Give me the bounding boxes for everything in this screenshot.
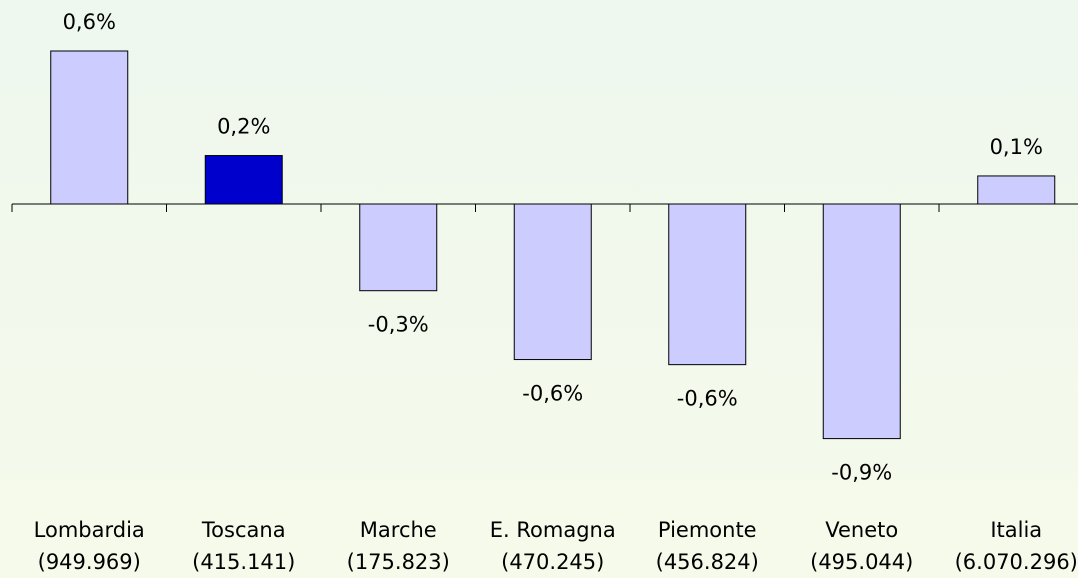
x-tick-label: (495.044)	[810, 550, 913, 574]
bar	[822, 203, 901, 440]
value-label: 0,2%	[217, 115, 270, 139]
bar	[668, 203, 747, 366]
value-label: -0,3%	[368, 313, 429, 337]
x-tick-label: (6.070.296)	[955, 550, 1078, 574]
value-label: -0,6%	[677, 387, 738, 411]
value-label: -0,6%	[522, 382, 583, 406]
x-tick-label: Italia	[990, 518, 1042, 542]
bar	[359, 203, 438, 292]
x-tick-label: Piemonte	[658, 518, 757, 542]
bar	[513, 203, 592, 361]
value-label: -0,9%	[831, 461, 892, 485]
x-tick-label: Marche	[360, 518, 437, 542]
x-tick-label: (456.824)	[656, 550, 759, 574]
bar	[977, 175, 1056, 205]
value-label: 0,6%	[63, 10, 116, 34]
x-tick-label: (415.141)	[192, 550, 295, 574]
value-label: 0,1%	[990, 135, 1043, 159]
bar	[50, 50, 129, 205]
x-tick-label: (470.245)	[501, 550, 604, 574]
bar	[204, 155, 283, 205]
x-tick-label: Toscana	[201, 518, 286, 542]
x-tick-label: (949.969)	[38, 550, 141, 574]
x-tick-label: Veneto	[825, 518, 898, 542]
x-tick-label: Lombardia	[34, 518, 145, 542]
x-tick-label: (175.823)	[347, 550, 450, 574]
x-tick-label: E. Romagna	[490, 518, 616, 542]
